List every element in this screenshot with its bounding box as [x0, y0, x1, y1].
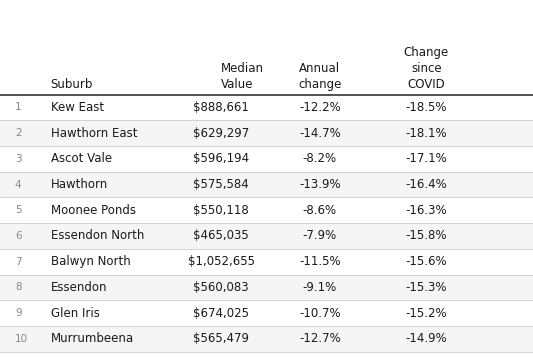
- Text: -17.1%: -17.1%: [406, 152, 447, 165]
- Text: -14.9%: -14.9%: [406, 332, 447, 345]
- Text: -9.1%: -9.1%: [303, 281, 337, 294]
- Text: Hawthorn: Hawthorn: [51, 178, 108, 191]
- Text: 5: 5: [15, 205, 21, 215]
- Text: Annual
change: Annual change: [298, 62, 342, 91]
- Text: $888,661: $888,661: [193, 101, 249, 114]
- Bar: [0, 197, 533, 223]
- Bar: [0, 249, 533, 275]
- Text: -18.5%: -18.5%: [406, 101, 447, 114]
- Text: 2: 2: [15, 128, 21, 138]
- Text: -15.2%: -15.2%: [406, 307, 447, 320]
- Text: -10.7%: -10.7%: [299, 307, 341, 320]
- Text: -13.9%: -13.9%: [299, 178, 341, 191]
- Text: -16.3%: -16.3%: [406, 204, 447, 217]
- Text: Murrumbeena: Murrumbeena: [51, 332, 134, 345]
- Text: 1: 1: [15, 102, 21, 112]
- Text: 10: 10: [15, 334, 28, 344]
- Text: $550,118: $550,118: [193, 204, 249, 217]
- Text: 9: 9: [15, 308, 21, 318]
- Bar: [0, 223, 533, 249]
- Text: -16.4%: -16.4%: [406, 178, 447, 191]
- Text: -8.2%: -8.2%: [303, 152, 337, 165]
- Text: -14.7%: -14.7%: [299, 127, 341, 140]
- Text: $596,194: $596,194: [193, 152, 249, 165]
- Text: 4: 4: [15, 180, 21, 190]
- Text: $575,584: $575,584: [193, 178, 249, 191]
- Text: $674,025: $674,025: [193, 307, 249, 320]
- Text: -7.9%: -7.9%: [303, 230, 337, 242]
- Text: Moonee Ponds: Moonee Ponds: [51, 204, 135, 217]
- Text: Median
Value: Median Value: [221, 62, 264, 91]
- Bar: [0, 172, 533, 197]
- Text: Essendon North: Essendon North: [51, 230, 144, 242]
- Text: Kew East: Kew East: [51, 101, 104, 114]
- Text: $560,083: $560,083: [193, 281, 249, 294]
- Text: $565,479: $565,479: [193, 332, 249, 345]
- Text: Hawthorn East: Hawthorn East: [51, 127, 137, 140]
- Text: Balwyn North: Balwyn North: [51, 255, 131, 268]
- Text: 8: 8: [15, 282, 21, 292]
- Text: $465,035: $465,035: [193, 230, 249, 242]
- Text: Change
since
COVID: Change since COVID: [404, 46, 449, 91]
- Bar: [0, 120, 533, 146]
- Text: Essendon: Essendon: [51, 281, 107, 294]
- Text: 3: 3: [15, 154, 21, 164]
- Text: -15.3%: -15.3%: [406, 281, 447, 294]
- Text: -12.2%: -12.2%: [299, 101, 341, 114]
- Text: -11.5%: -11.5%: [299, 255, 341, 268]
- Text: -15.6%: -15.6%: [406, 255, 447, 268]
- Text: -8.6%: -8.6%: [303, 204, 337, 217]
- Text: -15.8%: -15.8%: [406, 230, 447, 242]
- Bar: [0, 146, 533, 172]
- Text: Glen Iris: Glen Iris: [51, 307, 100, 320]
- Text: 6: 6: [15, 231, 21, 241]
- Bar: [0, 275, 533, 300]
- Text: Ascot Vale: Ascot Vale: [51, 152, 112, 165]
- Bar: [0, 95, 533, 120]
- Text: -12.7%: -12.7%: [299, 332, 341, 345]
- Bar: [0, 326, 533, 352]
- Text: Suburb: Suburb: [51, 78, 93, 91]
- Text: $1,052,655: $1,052,655: [188, 255, 255, 268]
- Text: 7: 7: [15, 257, 21, 267]
- Text: -18.1%: -18.1%: [406, 127, 447, 140]
- Bar: [0, 300, 533, 326]
- Text: $629,297: $629,297: [193, 127, 249, 140]
